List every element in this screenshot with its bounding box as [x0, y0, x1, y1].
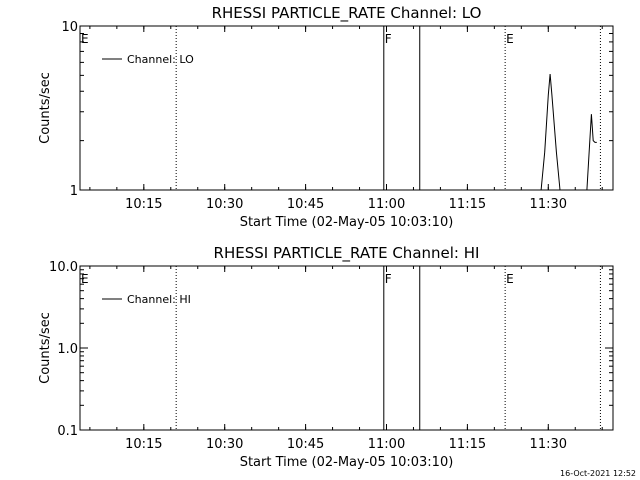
chart-title: RHESSI PARTICLE_RATE Channel: HI [214, 244, 480, 263]
x-tick-label: 11:15 [449, 197, 486, 212]
x-tick-label: 11:00 [368, 197, 405, 212]
x-axis-label: Start Time (02-May-05 10:03:10) [240, 455, 454, 470]
series-line-segment [586, 114, 597, 191]
legend-label: Channel: HI [127, 293, 191, 306]
marker-label: E [81, 272, 89, 286]
y-tick-label: 0.1 [57, 424, 78, 439]
x-tick-label: 10:30 [206, 437, 243, 452]
y-tick-label: 10.0 [49, 260, 78, 275]
y-axis-label: Counts/sec [38, 312, 53, 384]
y-axis-label: Counts/sec [38, 72, 53, 144]
marker-label: F [385, 272, 392, 286]
marker-label: E [506, 272, 514, 286]
x-tick-label: 11:30 [530, 197, 567, 212]
x-tick-label: 10:15 [125, 197, 162, 212]
y-tick-label: 1 [70, 184, 78, 199]
y-tick-label: 10 [61, 20, 78, 35]
y-tick-label: 1.0 [57, 342, 78, 357]
series-line-segment [540, 73, 561, 191]
chart-panel-lo: RHESSI PARTICLE_RATE Channel: LO 10:15 10:… [38, 4, 614, 230]
chart-panel-hi: RHESSI PARTICLE_RATE Channel: HI 10:15 10:… [38, 244, 614, 470]
x-axis-label: Start Time (02-May-05 10:03:10) [240, 215, 454, 230]
plot-frame [79, 265, 614, 431]
footer-timestamp: 16-Oct-2021 12:52 [560, 469, 636, 478]
x-tick-label: 11:00 [368, 437, 405, 452]
marker-label: E [506, 32, 514, 46]
x-tick-label: 11:30 [530, 437, 567, 452]
chart-title: RHESSI PARTICLE_RATE Channel: LO [212, 4, 482, 23]
x-tick-label: 11:15 [449, 437, 486, 452]
x-tick-label: 10:30 [206, 197, 243, 212]
marker-label: F [385, 32, 392, 46]
plot-frame [79, 25, 614, 191]
legend-label: Channel: LO [127, 53, 194, 66]
marker-label: E [81, 32, 89, 46]
x-tick-label: 10:45 [287, 437, 324, 452]
x-tick-label: 10:15 [125, 437, 162, 452]
x-tick-label: 10:45 [287, 197, 324, 212]
